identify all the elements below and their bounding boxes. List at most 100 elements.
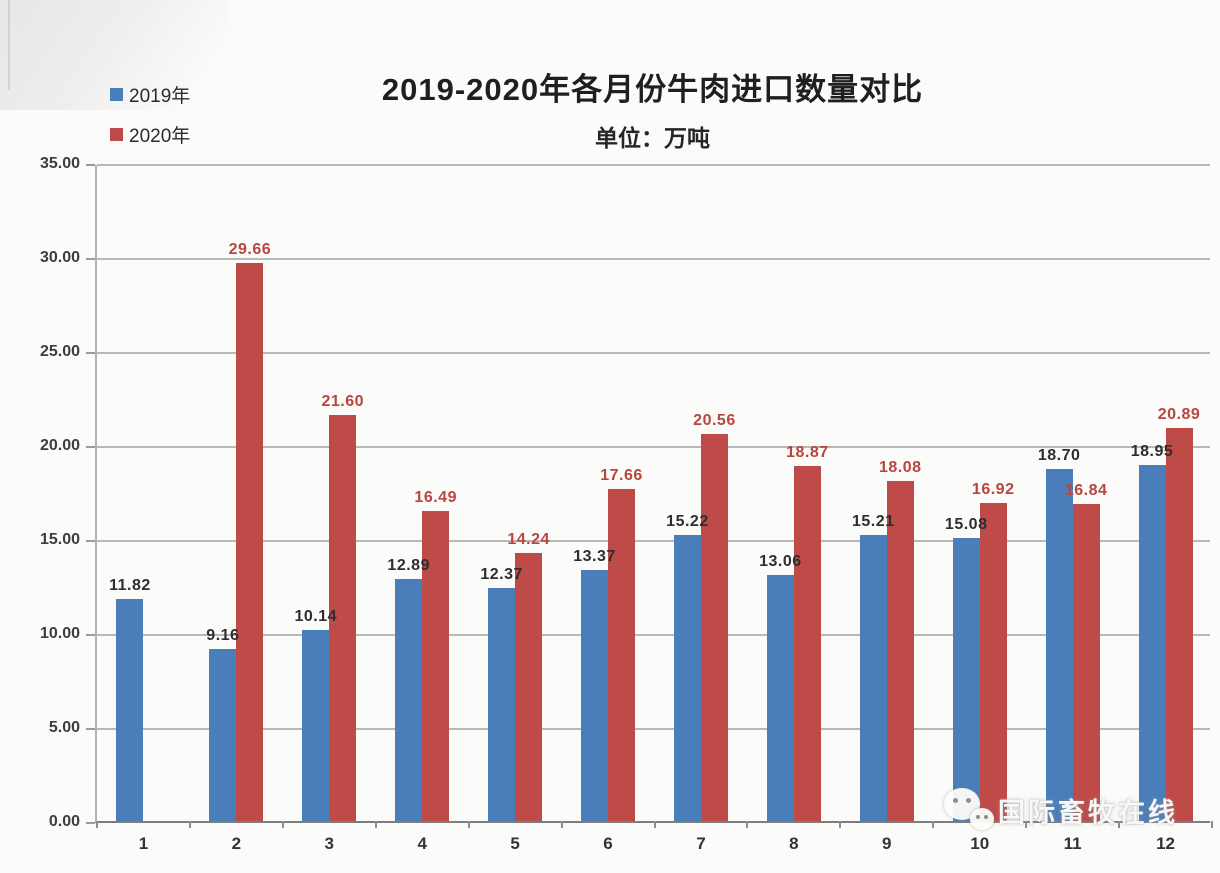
bar-2019 — [766, 575, 794, 821]
x-tick-label: 8 — [789, 834, 799, 853]
x-axis-tick — [1211, 821, 1213, 828]
y-tick-label: 0.00 — [48, 813, 80, 830]
legend-item-2020: 2020年 — [110, 122, 191, 147]
chart-title: 2019-2020年各月份牛肉进口数量对比 — [381, 72, 924, 107]
x-axis-tick — [560, 821, 563, 828]
watermark-text: 国际畜牧在线 — [998, 797, 1178, 828]
legend-label-2019: 2019年 — [129, 85, 191, 107]
y-tick-label: 20.00 — [39, 437, 80, 454]
y-axis-tick — [86, 634, 95, 636]
x-axis-tick — [281, 821, 284, 828]
bar-2020 — [608, 489, 636, 821]
bar-label-2020: 20.56 — [693, 412, 736, 430]
y-tick-label: 35.00 — [39, 155, 80, 172]
y-axis-tick — [86, 164, 95, 166]
bar-label-2019: 15.21 — [852, 513, 895, 531]
x-tick-label: 1 — [138, 834, 149, 853]
bar-2020 — [1072, 504, 1100, 821]
watermark: 国际畜牧在线 — [936, 786, 1178, 834]
bar-label-2020: 20.89 — [1157, 406, 1201, 424]
bar-label-2019: 18.95 — [1130, 442, 1174, 460]
bar-2019 — [488, 588, 516, 821]
x-axis-tick — [1118, 821, 1121, 828]
bar-2020 — [700, 434, 728, 821]
x-tick-label: 2 — [231, 834, 242, 853]
x-tick-label: 12 — [1156, 834, 1175, 853]
bar-label-2019: 10.14 — [294, 608, 338, 626]
grid-line — [97, 728, 1210, 730]
bar-label-2019: 15.08 — [944, 515, 988, 533]
legend-swatch-2019 — [110, 87, 123, 101]
bar-label-2019: 12.89 — [387, 556, 430, 574]
bar-2020 — [236, 263, 264, 821]
legend: 2019年 2020年 — [110, 82, 190, 162]
bar-2019 — [395, 578, 423, 821]
grid-line — [97, 164, 1210, 166]
bar-2020 — [515, 553, 543, 821]
bar-label-2020: 16.49 — [414, 489, 457, 506]
bar-2019 — [673, 534, 701, 821]
y-axis-tick — [86, 446, 95, 448]
bar-label-2020: 29.66 — [228, 241, 272, 259]
grid-line — [97, 446, 1210, 448]
bar-2019 — [302, 630, 330, 821]
bar-2020 — [793, 466, 821, 821]
bar-label-2019: 12.37 — [480, 566, 523, 584]
bar-label-2020: 18.87 — [786, 444, 829, 462]
bar-2019 — [581, 569, 609, 821]
bar-label-2020: 14.24 — [507, 531, 550, 549]
grid-line — [97, 540, 1210, 542]
bar-2020 — [1165, 428, 1193, 821]
bar-label-2020: 21.60 — [321, 392, 365, 410]
x-axis-tick — [467, 821, 470, 828]
grid-line — [97, 634, 1210, 636]
title-block: 2019-2020年各月份牛肉进口数量对比 单位：万吨 — [95, 64, 1210, 153]
bar-label-2019: 13.06 — [759, 553, 802, 571]
bar-2020 — [422, 511, 450, 821]
y-axis-tick — [86, 258, 95, 260]
y-tick-label: 30.00 — [39, 249, 80, 266]
x-tick-label: 9 — [882, 834, 892, 853]
bar-label-2020: 16.92 — [971, 480, 1015, 498]
bar-label-2019: 11.82 — [109, 576, 151, 594]
bar-label-2020: 17.66 — [600, 467, 643, 484]
scan-artifact-line — [8, 0, 10, 90]
bar-2019 — [1045, 469, 1073, 821]
x-tick-label: 3 — [324, 834, 335, 853]
bar-label-2020: 16.84 — [1064, 482, 1108, 500]
x-axis-tick — [188, 821, 191, 828]
x-tick-label: 6 — [603, 834, 613, 853]
wechat-icon — [936, 786, 998, 834]
bar-label-2019: 9.16 — [206, 626, 240, 644]
y-tick-label: 25.00 — [39, 343, 80, 360]
bar-2020 — [979, 502, 1007, 821]
x-tick-label: 5 — [510, 834, 520, 853]
legend-item-2019: 2019年 — [110, 82, 191, 107]
legend-label-2020: 2020年 — [129, 125, 191, 147]
bar-2019 — [116, 598, 144, 821]
x-tick-label: 7 — [696, 834, 706, 853]
bar-2019 — [952, 537, 980, 821]
bar-2019 — [1138, 464, 1166, 821]
y-tick-label: 15.00 — [39, 531, 80, 548]
chart-subtitle: 单位：万吨 — [595, 125, 710, 151]
x-tick-label: 4 — [417, 834, 427, 853]
x-axis-tick — [96, 821, 98, 828]
x-axis-tick — [653, 821, 656, 828]
bar-2020 — [329, 414, 357, 821]
legend-swatch-2020 — [110, 127, 123, 141]
x-tick-label: 11 — [1063, 834, 1082, 853]
y-axis-tick — [86, 352, 95, 354]
y-axis-tick — [86, 822, 95, 824]
y-axis-tick — [86, 540, 95, 542]
plot-area: 0.00 5.00 10.00 15.00 20.00 25.00 30.00 35.00 1 2… — [40, 155, 1213, 853]
x-tick-label: 10 — [970, 834, 990, 853]
y-tick-label: 5.00 — [48, 719, 80, 736]
grid-line — [97, 258, 1210, 260]
bar-label-2019: 18.70 — [1037, 447, 1081, 465]
x-axis-tick — [839, 821, 842, 828]
x-axis-tick — [932, 821, 935, 828]
x-axis-tick — [1025, 821, 1028, 828]
bar-label-2019: 15.22 — [666, 512, 709, 530]
